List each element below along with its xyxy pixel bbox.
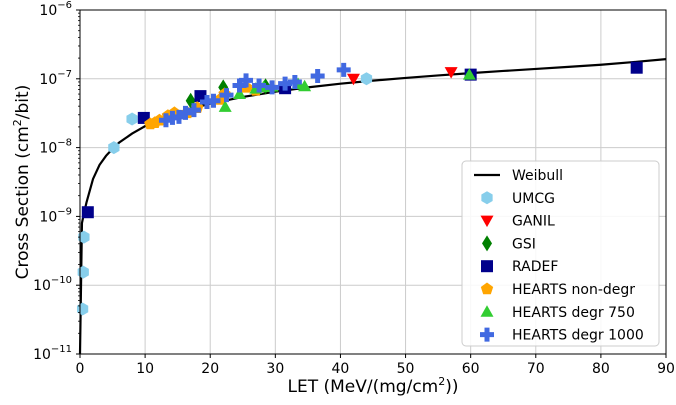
y-axis-label: Cross Section (cm2/bit) bbox=[11, 85, 33, 280]
data-point bbox=[310, 68, 325, 83]
legend-label: GSI bbox=[512, 236, 536, 252]
y-axis-label-main: Cross Section (cm bbox=[13, 126, 33, 279]
x-tick-label: 60 bbox=[462, 361, 480, 377]
y-axis-label-sup: 2 bbox=[11, 119, 24, 126]
x-axis-label-main: LET (MeV/(mg/cm bbox=[288, 377, 439, 397]
data-point bbox=[360, 72, 373, 86]
data-point bbox=[178, 105, 193, 120]
data-point bbox=[219, 88, 234, 103]
x-tick-label: 0 bbox=[76, 361, 85, 377]
x-axis-label-sup: 2 bbox=[438, 375, 445, 388]
data-point bbox=[298, 79, 312, 92]
x-tick-label: 20 bbox=[201, 361, 219, 377]
data-point bbox=[462, 68, 476, 80]
x-axis-label-tail: )) bbox=[445, 377, 458, 397]
legend-marker-swatch bbox=[480, 215, 494, 228]
legend-label: HEARTS non-degr bbox=[512, 282, 635, 298]
data-point bbox=[171, 109, 186, 124]
legend-label: HEARTS degr 1000 bbox=[512, 328, 644, 344]
data-point bbox=[126, 112, 138, 126]
legend-label: Weibull bbox=[512, 168, 563, 184]
legend-marker-swatch bbox=[480, 282, 494, 295]
data-point bbox=[444, 67, 458, 79]
data-point bbox=[265, 80, 280, 95]
x-axis-label: LET (MeV/(mg/cm2)) bbox=[288, 375, 459, 397]
legend-marker-swatch bbox=[481, 191, 493, 205]
data-point bbox=[233, 87, 247, 100]
y-tick-label: 10−11 bbox=[33, 344, 72, 363]
legend-marker-swatch bbox=[480, 327, 494, 342]
data-point bbox=[346, 73, 360, 86]
legend: Weibull UMCG GANIL GSI RADEF HEARTS non-degr H… bbox=[461, 160, 660, 347]
axis-ticks: 0 10 20 30 40 50 60 70 80 90 10−11 10−10 10−9 10−8 10−… bbox=[33, 0, 675, 377]
data-point bbox=[218, 100, 232, 112]
x-tick-label: 10 bbox=[136, 361, 154, 377]
x-tick-label: 70 bbox=[527, 361, 545, 377]
data-point bbox=[287, 74, 302, 89]
y-tick-label: 10−10 bbox=[33, 275, 72, 294]
x-tick-label: 30 bbox=[266, 361, 284, 377]
plot-frame bbox=[79, 9, 667, 355]
data-point bbox=[239, 73, 254, 88]
x-tick-label: 50 bbox=[397, 361, 415, 377]
data-point bbox=[186, 103, 201, 118]
x-tick-label: 90 bbox=[657, 361, 675, 377]
y-tick-label: 10−9 bbox=[39, 206, 72, 225]
data-point bbox=[252, 78, 267, 93]
data-point bbox=[194, 90, 207, 103]
y-tick-label: 10−7 bbox=[39, 69, 72, 88]
legend-label: GANIL bbox=[512, 214, 555, 230]
data-point bbox=[78, 230, 90, 244]
data-point bbox=[232, 78, 247, 93]
legend-marker-swatch bbox=[481, 260, 493, 273]
y-tick-label: 10−8 bbox=[39, 138, 72, 157]
y-tick-label: 10−6 bbox=[39, 0, 72, 19]
y-axis-label-tail: /bit) bbox=[13, 85, 33, 120]
data-point bbox=[278, 76, 293, 91]
x-tick-label: 40 bbox=[332, 361, 350, 377]
data-point bbox=[336, 62, 351, 77]
legend-label: RADEF bbox=[512, 259, 558, 275]
data-point bbox=[81, 206, 94, 219]
legend-marker-swatch bbox=[482, 235, 492, 252]
data-point bbox=[206, 93, 221, 108]
legend-marker-swatch bbox=[480, 305, 494, 317]
legend-label: HEARTS degr 750 bbox=[512, 305, 635, 321]
data-point bbox=[108, 141, 120, 155]
legend-box bbox=[461, 160, 660, 347]
x-tick-label: 80 bbox=[592, 361, 610, 377]
legend-label: UMCG bbox=[512, 191, 555, 207]
data-point bbox=[630, 61, 643, 74]
